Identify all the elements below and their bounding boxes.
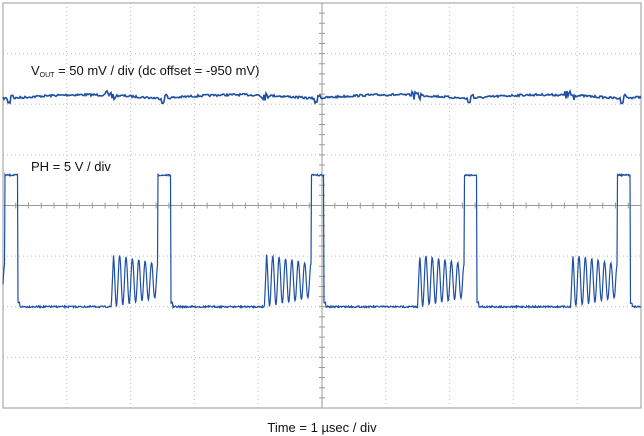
vout-channel-subscript: OUT [39,72,55,79]
ph-channel-scale: = 5 V / div [49,159,111,174]
vout-channel-scale: = 50 mV / div (dc offset = -950 mV) [54,63,260,78]
x-axis-label: Time = 1 µsec / div [267,420,377,435]
ph-trace [2,172,642,310]
vout-channel-name: V [31,63,40,78]
ph-channel-name: PH [31,159,50,174]
vout-trace [2,89,642,105]
vout-channel-label: VOUT = 50 mV / div (dc offset = -950 mV) [31,63,259,79]
ph-channel-label: PH = 5 V / div [31,159,111,174]
